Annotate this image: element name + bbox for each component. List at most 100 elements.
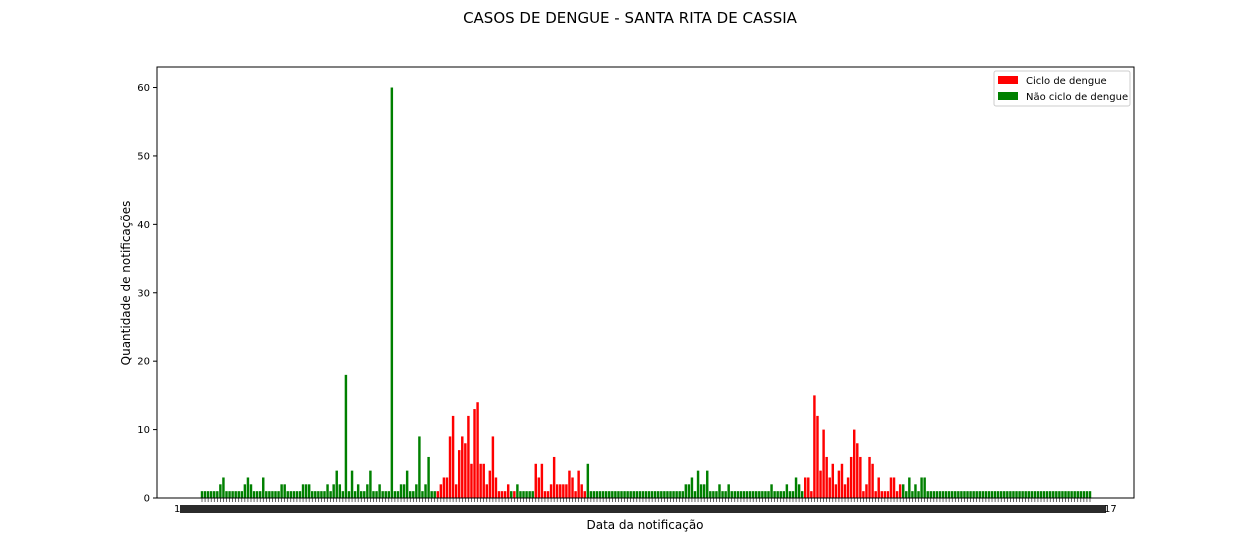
bar-nao-ciclo-de-dengue [629, 491, 632, 498]
y-axis-ticks: 0 10 20 30 40 50 60 [137, 83, 157, 505]
bar-nao-ciclo-de-dengue [755, 491, 758, 498]
bar-ciclo-de-dengue [574, 491, 577, 498]
bar-nao-ciclo-de-dengue [905, 491, 908, 498]
bar-nao-ciclo-de-dengue [1055, 491, 1058, 498]
bar-nao-ciclo-de-dengue [203, 491, 207, 498]
bar-nao-ciclo-de-dengue [660, 491, 663, 498]
bar-nao-ciclo-de-dengue [975, 491, 978, 498]
bar-nao-ciclo-de-dengue [794, 477, 798, 498]
bar-ciclo-de-dengue [831, 463, 835, 498]
bar-nao-ciclo-de-dengue [292, 491, 296, 498]
bar-ciclo-de-dengue [877, 477, 880, 498]
bar-nao-ciclo-de-dengue [528, 491, 531, 498]
bar-nao-ciclo-de-dengue [736, 491, 740, 498]
bar-ciclo-de-dengue [500, 491, 504, 498]
bar-ciclo-de-dengue [503, 491, 507, 498]
bar-ciclo-de-dengue [479, 463, 482, 498]
bar-nao-ciclo-de-dengue [412, 491, 415, 498]
y-tick-label: 0 [144, 494, 150, 505]
bar-nao-ciclo-de-dengue [917, 491, 920, 498]
bar-ciclo-de-dengue [895, 491, 899, 498]
bar-nao-ciclo-de-dengue [1030, 491, 1034, 498]
bar-nao-ciclo-de-dengue [1042, 491, 1046, 498]
bar-nao-ciclo-de-dengue [699, 484, 703, 498]
x-tick-label-last: 17 [1104, 504, 1117, 515]
bar-ciclo-de-dengue [494, 477, 498, 498]
bar-nao-ciclo-de-dengue [231, 491, 234, 498]
bar-nao-ciclo-de-dengue [1021, 491, 1024, 498]
bar-ciclo-de-dengue [552, 456, 556, 498]
legend-label-nao-ciclo: Não ciclo de dengue [1026, 92, 1128, 103]
bar-nao-ciclo-de-dengue [693, 491, 697, 498]
bars-layer [200, 87, 1092, 499]
bar-nao-ciclo-de-dengue [433, 491, 436, 498]
bar-nao-ciclo-de-dengue [957, 491, 960, 498]
bar-nao-ciclo-de-dengue [767, 491, 770, 498]
bar-nao-ciclo-de-dengue [1006, 491, 1009, 498]
bar-nao-ciclo-de-dengue [1012, 491, 1015, 498]
bar-nao-ciclo-de-dengue [950, 491, 954, 498]
bar-ciclo-de-dengue [843, 484, 847, 498]
bar-nao-ciclo-de-dengue [712, 491, 715, 498]
bar-nao-ciclo-de-dengue [1039, 491, 1043, 498]
bar-nao-ciclo-de-dengue [1061, 491, 1064, 498]
bar-ciclo-de-dengue [491, 436, 495, 498]
bar-nao-ciclo-de-dengue [800, 491, 804, 498]
bar-nao-ciclo-de-dengue [222, 477, 225, 498]
bar-nao-ciclo-de-dengue [672, 491, 675, 498]
bar-nao-ciclo-de-dengue [586, 463, 590, 498]
bar-ciclo-de-dengue [583, 491, 586, 498]
bar-nao-ciclo-de-dengue [277, 491, 280, 498]
bar-nao-ciclo-de-dengue [298, 491, 302, 498]
bar-nao-ciclo-de-dengue [323, 491, 326, 498]
bar-nao-ciclo-de-dengue [415, 484, 418, 498]
bar-nao-ciclo-de-dengue [638, 491, 642, 498]
bar-nao-ciclo-de-dengue [329, 491, 332, 498]
bar-ciclo-de-dengue [865, 484, 868, 498]
bar-nao-ciclo-de-dengue [785, 484, 789, 498]
bar-nao-ciclo-de-dengue [730, 491, 733, 498]
bar-nao-ciclo-de-dengue [702, 484, 706, 498]
bar-nao-ciclo-de-dengue [363, 491, 366, 498]
bar-nao-ciclo-de-dengue [1018, 491, 1021, 498]
bar-nao-ciclo-de-dengue [926, 491, 929, 498]
bar-nao-ciclo-de-dengue [1027, 491, 1030, 498]
bar-nao-ciclo-de-dengue [782, 491, 786, 498]
bar-nao-ciclo-de-dengue [1015, 491, 1018, 498]
bar-ciclo-de-dengue [534, 463, 537, 498]
bar-nao-ciclo-de-dengue [657, 491, 660, 498]
bar-nao-ciclo-de-dengue [335, 470, 338, 498]
bar-nao-ciclo-de-dengue [901, 484, 905, 498]
bar-nao-ciclo-de-dengue [525, 491, 528, 498]
bar-ciclo-de-dengue [488, 470, 492, 498]
bar-nao-ciclo-de-dengue [353, 491, 357, 498]
bar-ciclo-de-dengue [543, 491, 547, 498]
bar-ciclo-de-dengue [467, 415, 470, 498]
y-tick-label: 50 [137, 151, 150, 162]
bar-nao-ciclo-de-dengue [430, 491, 433, 498]
bar-ciclo-de-dengue [457, 450, 461, 498]
bar-ciclo-de-dengue [439, 484, 443, 498]
bar-nao-ciclo-de-dengue [519, 491, 522, 498]
bar-nao-ciclo-de-dengue [234, 491, 237, 498]
bar-ciclo-de-dengue [454, 484, 458, 498]
legend-label-ciclo: Ciclo de dengue [1026, 76, 1107, 87]
bar-ciclo-de-dengue [810, 491, 813, 498]
bar-nao-ciclo-de-dengue [595, 491, 599, 498]
bar-nao-ciclo-de-dengue [981, 491, 985, 498]
bar-nao-ciclo-de-dengue [718, 484, 721, 498]
bar-nao-ciclo-de-dengue [387, 491, 391, 498]
bar-nao-ciclo-de-dengue [589, 491, 593, 498]
bar-nao-ciclo-de-dengue [393, 491, 397, 498]
bar-ciclo-de-dengue [880, 491, 883, 498]
bar-nao-ciclo-de-dengue [938, 491, 942, 498]
bar-ciclo-de-dengue [580, 484, 583, 498]
bar-nao-ciclo-de-dengue [338, 484, 342, 498]
bar-nao-ciclo-de-dengue [724, 491, 727, 498]
bar-nao-ciclo-de-dengue [935, 491, 939, 498]
bar-nao-ciclo-de-dengue [706, 470, 709, 498]
bar-ciclo-de-dengue [837, 470, 841, 498]
bar-nao-ciclo-de-dengue [748, 491, 752, 498]
bar-nao-ciclo-de-dengue [1045, 491, 1049, 498]
